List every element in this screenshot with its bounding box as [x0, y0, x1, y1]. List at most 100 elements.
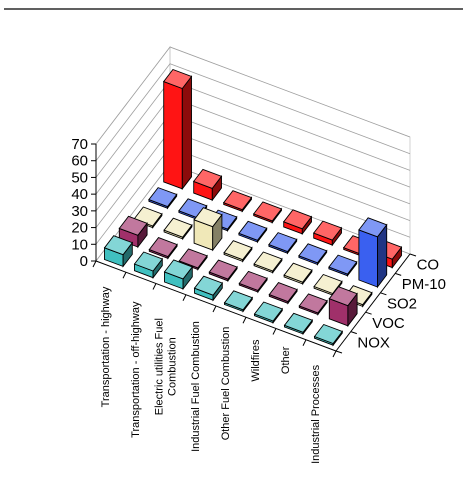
bar-front-face [358, 229, 378, 288]
category-labels: Transportation - highway Transportation -… [100, 286, 322, 464]
bar-top-face [178, 248, 208, 269]
category-label: Electric utilities FuelCombustion [154, 318, 179, 415]
depth-tick-mark [380, 292, 387, 296]
bar-voc-3 [208, 259, 238, 283]
y-tick-label: 10 [71, 236, 88, 253]
x-tick-mark [182, 294, 187, 301]
bar-top-face [313, 273, 343, 295]
bar-so2-3 [223, 240, 253, 263]
bar-top-face [282, 209, 313, 230]
bar-top-face [163, 259, 194, 280]
bar-top-face [238, 270, 268, 291]
bar-top-face [238, 220, 268, 241]
series-label-so2: SO2 [387, 296, 417, 313]
bar-top-face [192, 168, 223, 189]
bar-nox-1 [133, 251, 164, 280]
bar-so2-2 [193, 207, 223, 252]
bar-voc-5 [268, 282, 298, 305]
bar-nox-7 [313, 323, 344, 347]
bar-voc-6 [298, 293, 328, 316]
bar-nox-0 [103, 235, 134, 268]
category-label: Other [280, 346, 292, 374]
bar-top-face [252, 201, 283, 222]
bar-top-face [298, 293, 328, 314]
x-tick-mark [212, 305, 217, 313]
bar-pm-10-0 [148, 187, 178, 210]
bar-top-face [223, 240, 253, 261]
bar-top-face [208, 259, 238, 280]
category-label: Wildfires [250, 339, 262, 382]
bar-top-face [328, 254, 358, 275]
bar-top-face [162, 68, 193, 90]
bar-voc-4 [238, 270, 268, 294]
bar-pm-10-3 [238, 220, 268, 244]
bar-top-face [283, 312, 314, 333]
bar-top-face [103, 235, 134, 256]
bar-top-face [118, 215, 148, 236]
bar-co-3 [252, 201, 283, 224]
x-tick-mark [122, 272, 127, 279]
y-tick-label: 70 [71, 136, 88, 153]
bar-voc-0 [118, 215, 148, 249]
bar-pm-10-4 [268, 232, 298, 255]
y-tick-label: 30 [71, 203, 88, 220]
x-tick-mark [302, 339, 307, 346]
gridline [95, 46, 411, 145]
bar-top-face [148, 237, 178, 258]
series-labels: NOX VOC SO2 PM-10 CO [357, 257, 446, 352]
bar-top-face [253, 251, 283, 272]
bars [103, 68, 403, 347]
series-label-co: CO [417, 257, 440, 274]
bar-front-face [163, 80, 183, 190]
x-tick-mark [332, 350, 337, 358]
bar-co-2 [222, 190, 253, 213]
bar-so2-1 [163, 217, 193, 241]
y-tick-label: 40 [71, 186, 88, 203]
y-tick-label: 0 [80, 253, 88, 270]
bar-co-0 [162, 68, 193, 191]
bar-voc-1 [148, 237, 178, 260]
x-tick-mark [272, 328, 277, 335]
bar-top-face [312, 220, 343, 241]
category-label: Transportation - highway [100, 286, 112, 407]
series-label-nox: NOX [357, 334, 390, 351]
bar-top-face [268, 232, 298, 253]
bar-co-5 [312, 220, 343, 247]
bar-nox-6 [283, 312, 314, 336]
bar-top-face [193, 207, 223, 228]
depth-tick-mark [395, 272, 402, 276]
bar-top-face [193, 275, 224, 296]
bar-top-face [133, 251, 164, 272]
category-label: Transportation - off-highway [130, 301, 142, 438]
x-tick-mark [242, 317, 247, 324]
bar-pm-10-6 [328, 254, 358, 278]
category-label: Industrial Fuel Combustion [190, 321, 202, 452]
bar-top-face [163, 217, 193, 238]
bar-top-face [283, 262, 313, 283]
gridline [95, 63, 411, 161]
bar-side-face [181, 75, 192, 191]
bar-top-face [268, 282, 298, 303]
depth-axis [335, 253, 411, 352]
bar-top-face [223, 290, 254, 311]
bar-top-face [148, 187, 178, 208]
bar-so2-5 [283, 262, 313, 286]
bar-nox-2 [163, 259, 194, 291]
category-label: Other Fuel Combustion [220, 327, 232, 441]
bar-co-1 [192, 168, 223, 202]
category-label: Industrial Processes [310, 364, 322, 464]
x-tick-mark [92, 260, 97, 268]
depth-tick-mark [409, 253, 417, 257]
bar-nox-3 [193, 275, 224, 302]
axes [91, 143, 417, 358]
depth-tick-mark [335, 350, 343, 354]
bar-nox-4 [223, 290, 254, 313]
bar-voc-7 [328, 286, 358, 328]
series-label-pm-10: PM-10 [402, 276, 446, 293]
bar-top-face [253, 301, 284, 322]
bar-co-4 [282, 209, 313, 236]
bar-top-face [298, 243, 328, 264]
y-tick-label: 50 [71, 169, 88, 186]
